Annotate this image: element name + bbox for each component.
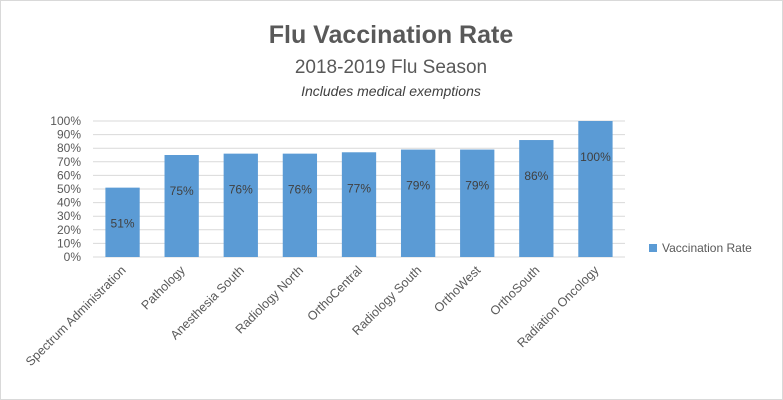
chart-title: Flu Vaccination Rate	[269, 21, 514, 49]
y-tick-label: 30%	[57, 209, 81, 223]
chart-note: Includes medical exemptions	[301, 83, 481, 99]
bar	[105, 187, 140, 257]
data-label: 86%	[524, 169, 548, 183]
bar	[223, 153, 258, 257]
data-label: 75%	[170, 184, 194, 198]
data-label: 76%	[288, 183, 312, 197]
y-tick-label: 20%	[57, 223, 81, 237]
x-category-label: OrthoSouth	[487, 263, 542, 318]
legend: Vaccination Rate	[649, 241, 752, 255]
legend-swatch	[649, 244, 657, 252]
y-tick-label: 60%	[57, 168, 81, 182]
data-label: 79%	[465, 179, 489, 193]
data-label: 76%	[229, 183, 253, 197]
legend-label: Vaccination Rate	[662, 241, 752, 255]
y-tick-label: 80%	[57, 141, 81, 155]
x-axis-categories: Spectrum Administration PathologyAnesthes…	[23, 263, 602, 369]
data-label: 77%	[347, 181, 371, 195]
bars	[105, 121, 613, 257]
chart-subtitle: 2018-2019 Flu Season	[295, 57, 487, 78]
y-tick-label: 100%	[50, 114, 81, 128]
bar	[282, 153, 318, 257]
data-labels: 51% 75% 76% 76% 77% 79% 79% 86% 100%	[111, 150, 612, 231]
x-category-label: Spectrum Administration	[23, 263, 129, 369]
bar	[519, 140, 554, 257]
bar	[460, 149, 495, 257]
x-category-label: OrthoWest	[431, 263, 483, 315]
bar	[400, 149, 436, 257]
y-axis-ticks: 0%10%20%30%40%50%60%70%80%90%100%	[50, 114, 81, 264]
y-tick-label: 0%	[64, 250, 82, 264]
y-tick-label: 70%	[57, 155, 81, 169]
y-tick-label: 40%	[57, 196, 81, 210]
bar	[164, 155, 199, 257]
x-category-label: OrthoCentral	[305, 263, 366, 324]
y-tick-label: 10%	[57, 236, 81, 250]
data-label: 100%	[580, 150, 611, 164]
x-category-label: Pathology	[139, 263, 189, 313]
bar	[341, 152, 377, 257]
data-label: 51%	[111, 217, 135, 231]
y-tick-label: 50%	[57, 182, 81, 196]
y-tick-label: 90%	[57, 128, 81, 142]
data-label: 79%	[406, 179, 430, 193]
bar	[578, 121, 613, 257]
